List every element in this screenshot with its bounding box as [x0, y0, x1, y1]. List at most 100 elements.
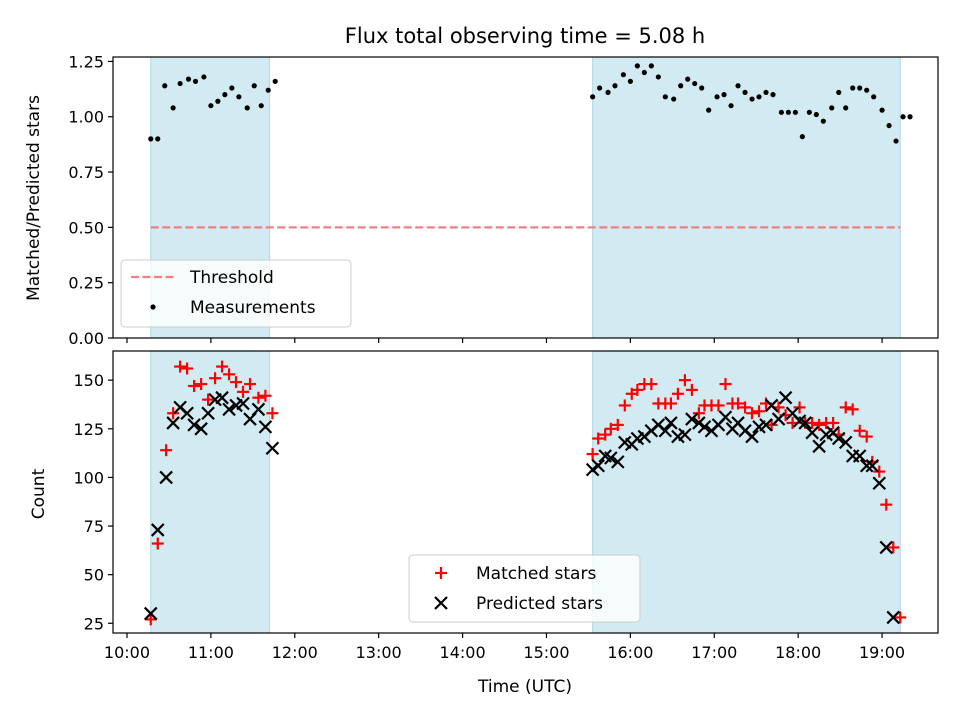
top-panel: 0.00 0.25 0.50 0.75 1.00 1.25 [68, 52, 939, 348]
matched-star-point [611, 418, 624, 431]
predicted-star-point [872, 476, 887, 491]
matched-star-point [181, 362, 194, 375]
cross-stroke [865, 458, 880, 473]
measurement-point [763, 89, 769, 96]
cross-stroke [143, 606, 158, 621]
top-legend-box [120, 259, 352, 328]
predicted-star-point [143, 606, 158, 621]
matched-star-point [160, 444, 173, 457]
measurement-point [735, 83, 741, 89]
matched-star-point [846, 403, 859, 416]
cross-stroke [731, 416, 745, 430]
measurement-point [871, 94, 877, 100]
measurement-point [770, 92, 776, 98]
measurement-point [648, 63, 654, 69]
legend-matched-label: Matched stars [476, 564, 596, 584]
legend-measurements-swatch [150, 304, 156, 310]
measurement-point [655, 74, 661, 80]
measurement-point [692, 80, 698, 87]
y-tick-label: 50 [84, 566, 104, 585]
cross-stroke [173, 400, 187, 415]
cross-stroke [785, 406, 800, 421]
measurement-point [170, 105, 176, 111]
measurement-point [272, 78, 278, 84]
y-tick-label: 0.50 [68, 218, 104, 237]
matched-star-point [678, 374, 691, 387]
measurement-point [251, 83, 257, 89]
matched-star-point [599, 428, 612, 441]
matched-star-point [839, 401, 852, 414]
measurement-point [893, 138, 899, 144]
measurement-point [843, 105, 849, 111]
predicted-star-point [852, 449, 867, 463]
predicted-star-point [718, 410, 733, 424]
legend-measurements-label: Measurements [190, 298, 316, 318]
predicted-star-point [258, 420, 273, 434]
cross-stroke [258, 420, 273, 434]
predicted-star-point [859, 458, 874, 473]
measurement-point [597, 85, 603, 91]
measurement-point [756, 94, 762, 100]
measurement-point [857, 85, 863, 91]
measurement-point [829, 105, 835, 111]
measurement-point [836, 89, 842, 96]
predicted-star-point [251, 402, 266, 417]
cross-stroke [251, 402, 266, 417]
predicted-star-point [150, 523, 165, 537]
y-tick-label: 0.25 [68, 274, 104, 293]
cross-stroke [598, 449, 612, 463]
y-tick-label: 1.25 [68, 52, 104, 71]
cross-stroke [798, 416, 812, 430]
measurement-point [879, 107, 885, 113]
predicted-star-point [222, 402, 236, 417]
matched-star-point [860, 430, 873, 443]
y-tick-label: 125 [73, 420, 104, 439]
y-tick-label: 100 [73, 468, 104, 487]
axes-frame [112, 56, 939, 339]
matched-star-point [188, 380, 201, 393]
cross-stroke [831, 431, 846, 446]
legend-threshold-label: Threshold [189, 268, 274, 288]
measurement-point [662, 94, 668, 100]
measurement-point [714, 94, 720, 100]
measurement-point [685, 76, 691, 82]
cross-stroke [859, 458, 874, 473]
predicted-star-point [778, 390, 793, 405]
cross-stroke [852, 449, 867, 463]
cross-stroke [805, 425, 819, 440]
cross-stroke [678, 427, 692, 442]
matched-star-point [664, 397, 677, 410]
measurement-point [236, 94, 242, 100]
predicted-star-point [265, 441, 280, 456]
observing-window-band [150, 350, 271, 634]
measurement-point [185, 76, 192, 82]
x-axis-label: Time (UTC) [477, 677, 572, 697]
y-tick-label: 75 [84, 517, 104, 536]
cross-stroke [759, 418, 773, 432]
matched-star-point [604, 422, 617, 435]
measurement-point [806, 109, 812, 115]
cross-stroke [886, 610, 901, 625]
matched-star-point [719, 378, 732, 391]
matched-star-point [793, 401, 806, 414]
measurement-point [192, 78, 199, 84]
bottom-y-axis-label: Count [29, 468, 49, 519]
matched-star-point [631, 383, 644, 396]
measurement-point [155, 136, 161, 142]
matched-star-point [853, 424, 866, 437]
matched-star-point [216, 360, 229, 373]
predicted-star-point [201, 406, 215, 421]
matched-star-point [244, 378, 257, 391]
measurement-point [605, 89, 611, 96]
cross-stroke [697, 420, 712, 434]
matched-star-point [209, 372, 222, 385]
measurement-point [177, 80, 183, 87]
cross-stroke [738, 423, 752, 438]
predicted-star-point [611, 455, 625, 469]
legend-predicted-swatch [434, 596, 448, 610]
predicted-star-point [187, 418, 201, 432]
cross-stroke [201, 406, 215, 421]
predicted-star-point [604, 451, 618, 465]
observing-window-band [592, 350, 901, 634]
predicted-star-point [166, 416, 180, 430]
